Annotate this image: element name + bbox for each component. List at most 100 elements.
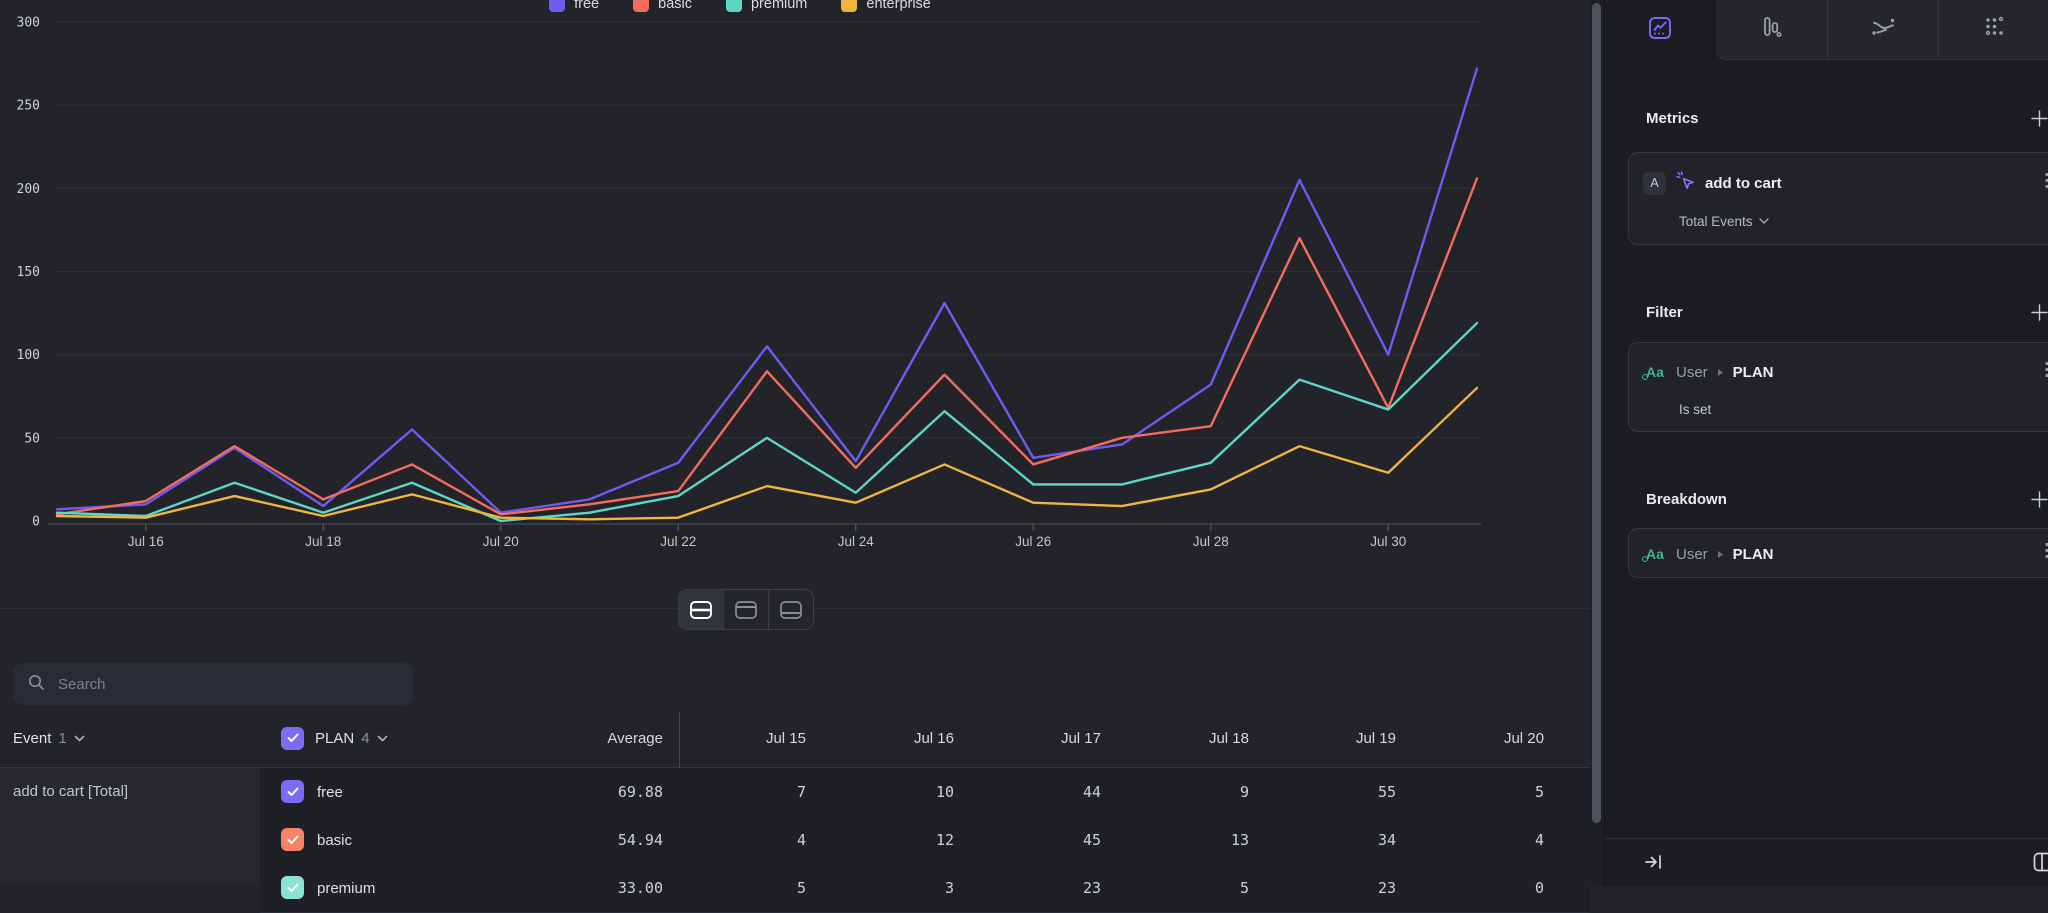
plan-header-label: PLAN [315,730,354,747]
event-count: 1 [58,730,66,747]
metric-measure-dropdown[interactable]: Total Events [1679,214,1769,229]
svg-text:Jul 18: Jul 18 [305,534,341,549]
date-value: 23 [1378,864,1396,912]
date-value: 4 [797,816,806,864]
chevron-down-icon [74,735,85,742]
svg-text:Jul 28: Jul 28 [1193,534,1229,549]
svg-text:Jul 16: Jul 16 [128,534,164,549]
svg-text:250: 250 [17,99,40,114]
breakdown-property: PLAN [1733,546,1774,563]
row-label: premium [317,864,375,912]
metric-card[interactable]: A add to cart Total Events [1628,152,2048,245]
svg-text:100: 100 [17,348,40,363]
scrollbar-thumb[interactable] [1592,3,1601,823]
date-column-header[interactable]: Jul 18 [1209,710,1249,766]
line-chart-icon [1647,15,1673,46]
layout-split-view-button[interactable] [679,590,723,629]
date-value: 4 [1535,816,1544,864]
row-checkbox[interactable] [281,780,304,803]
row-label: basic [317,816,352,864]
average-column-header[interactable]: Average [607,710,663,766]
plan-column-header[interactable]: PLAN 4 [281,710,388,766]
filter-condition[interactable]: Is set [1679,402,1711,417]
date-column-header[interactable]: Jul 17 [1061,710,1101,766]
breadcrumb-arrow-icon [1717,550,1724,559]
date-value: 23 [1083,864,1101,912]
layout-table-bottom-button[interactable] [768,590,813,629]
date-value: 5 [1535,768,1544,816]
row-checkbox[interactable] [281,876,304,899]
bar-chart-icon [1758,14,1784,45]
date-value: 45 [1083,816,1101,864]
scrollbar-track [1590,0,1604,886]
chevron-down-icon [377,735,388,742]
filter-property: PLAN [1733,364,1774,381]
search-box[interactable] [13,663,413,705]
sidebar-footer [1605,838,2048,886]
row-label: free [317,768,343,816]
date-value: 3 [945,864,954,912]
date-column-header[interactable]: Jul 16 [914,710,954,766]
collapse-panel-icon[interactable] [1644,853,1663,876]
svg-text:50: 50 [24,431,40,446]
svg-text:200: 200 [17,182,40,197]
plan-select-all-checkbox[interactable] [281,727,304,750]
date-value: 44 [1083,768,1101,816]
series-line-enterprise [57,388,1477,519]
svg-text:0: 0 [32,515,40,530]
date-value: 34 [1378,816,1396,864]
text-property-icon: Aa [1643,546,1667,562]
event-name-cell: add to cart [Total] [0,768,260,886]
search-input[interactable] [56,675,399,694]
date-value: 55 [1378,768,1396,816]
add-breakdown-button[interactable] [2031,491,2048,509]
layout-table-top-button[interactable] [723,590,768,629]
date-value: 5 [797,864,806,912]
chevron-down-icon [1759,218,1769,224]
panel-layout-icon[interactable] [2033,852,2048,877]
date-value: 0 [1535,864,1544,912]
average-value: 33.00 [618,864,663,912]
search-icon [27,673,45,696]
event-column-header[interactable]: Event 1 [13,710,85,766]
text-property-icon: Aa [1643,364,1667,380]
breadcrumb-arrow-icon [1717,368,1724,377]
series-line-free [57,69,1477,513]
date-column-header[interactable]: Jul 20 [1504,710,1544,766]
tab-bar-chart[interactable] [1716,0,1827,60]
add-metric-button[interactable] [2031,110,2048,128]
date-value: 5 [1240,864,1249,912]
date-value: 12 [936,816,954,864]
date-column-header[interactable]: Jul 19 [1356,710,1396,766]
date-value: 13 [1231,816,1249,864]
series-line-premium [57,323,1477,521]
grid-dots-icon [1981,14,2007,45]
row-checkbox[interactable] [281,828,304,851]
sidebar-tab-bar [1605,0,2048,60]
add-filter-button[interactable] [2031,304,2048,322]
tab-grid[interactable] [1938,0,2048,60]
svg-text:150: 150 [17,265,40,280]
tab-line-chart[interactable] [1605,0,1716,60]
svg-text:Jul 30: Jul 30 [1370,534,1406,549]
average-value: 69.88 [618,768,663,816]
table-row-premium: premium 33.00 5 3 23 5 23 0 [260,864,1590,913]
tab-flows[interactable] [1827,0,1938,60]
svg-text:300: 300 [17,16,40,31]
filter-card[interactable]: Aa User PLAN Is set [1628,342,2048,432]
query-builder-sidebar: Metrics A add to cart Total Events Filte… [1604,0,2048,886]
date-column-header[interactable]: Jul 15 [766,710,806,766]
breakdown-section-title: Breakdown [1646,491,1727,508]
metric-event-name: add to cart [1705,175,1782,192]
flow-icon [1869,14,1897,45]
breakdown-card[interactable]: Aa User PLAN [1628,528,2048,578]
metrics-section-title: Metrics [1646,110,1699,127]
svg-text:Jul 24: Jul 24 [838,534,875,549]
metric-series-badge: A [1643,172,1666,195]
date-value: 9 [1240,768,1249,816]
